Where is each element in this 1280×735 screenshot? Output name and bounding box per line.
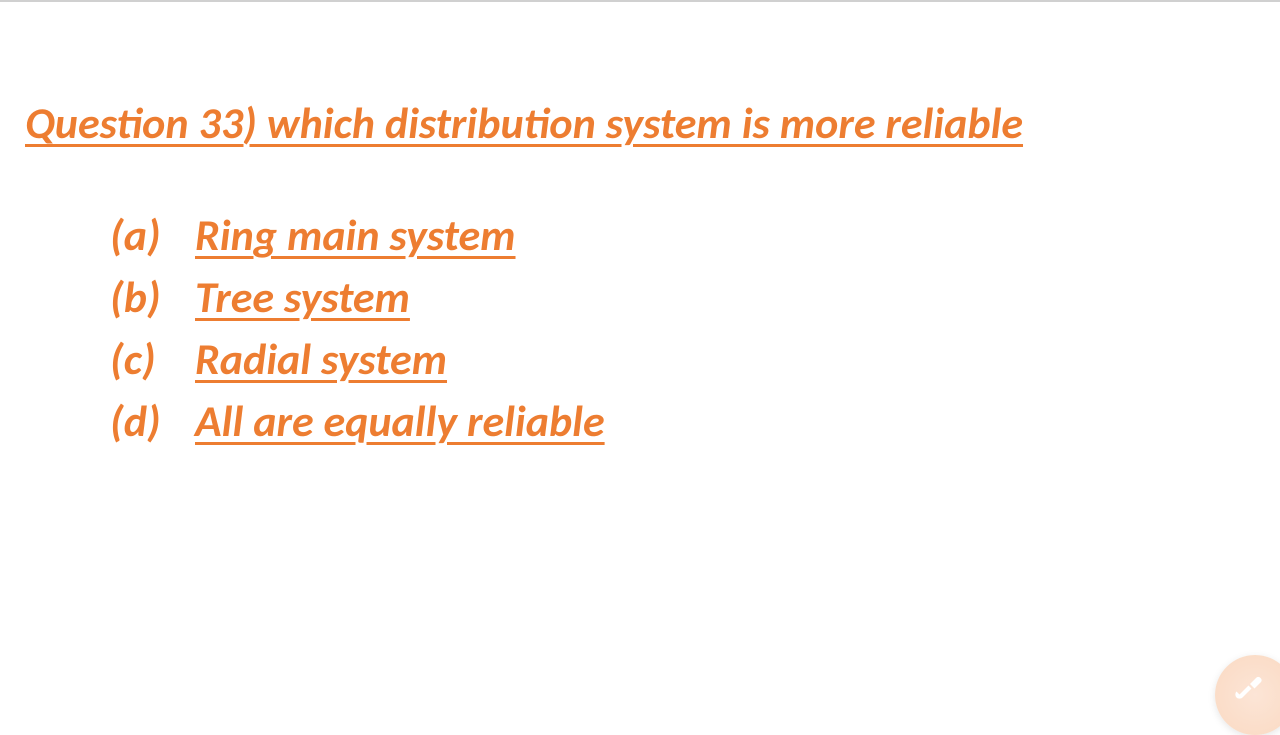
- option-label-a: (a): [110, 208, 195, 262]
- option-row: (b) Tree system: [110, 270, 1255, 324]
- slide-container: Question 33) which distribution system i…: [0, 2, 1280, 496]
- option-text-d: All are equally reliable: [195, 394, 605, 448]
- option-row: (d) All are equally reliable: [110, 394, 1255, 448]
- options-list: (a) Ring main system (b) Tree system (c)…: [25, 208, 1255, 448]
- option-text-c: Radial system: [195, 332, 447, 386]
- option-row: (c) Radial system: [110, 332, 1255, 386]
- option-label-b: (b): [110, 270, 195, 324]
- option-text-a: Ring main system: [195, 208, 516, 262]
- option-label-c: (c): [110, 332, 195, 386]
- annotation-button[interactable]: [1215, 655, 1280, 735]
- brush-icon: [1229, 669, 1265, 705]
- question-title: Question 33) which distribution system i…: [25, 97, 1255, 150]
- option-row: (a) Ring main system: [110, 208, 1255, 262]
- option-text-b: Tree system: [195, 270, 410, 324]
- option-label-d: (d): [110, 394, 195, 448]
